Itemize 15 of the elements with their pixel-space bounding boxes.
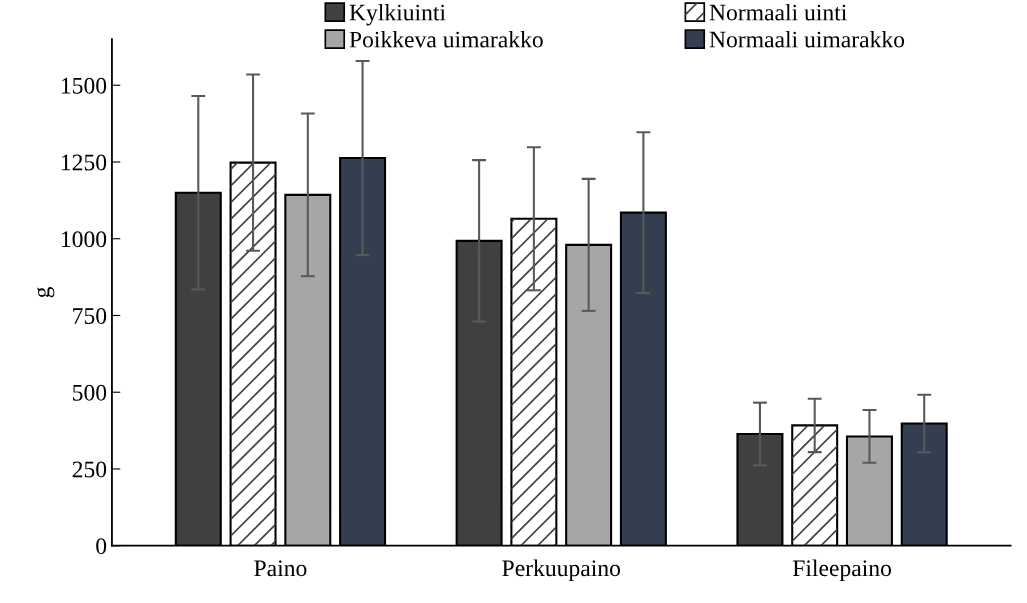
legend-label: Kylkiuinti — [349, 3, 446, 26]
legend-label: Normaali uimarakko — [709, 30, 905, 48]
y-tick-label: 1500 — [61, 77, 107, 94]
y-tick-label: 250 — [72, 461, 107, 478]
y-tick-label: 0 — [96, 538, 107, 555]
y-tick-label: 1250 — [61, 154, 107, 171]
y-tick-label: 500 — [73, 384, 107, 401]
y-tick-label: 1000 — [61, 231, 107, 248]
y-tick-label: 750 — [73, 307, 107, 324]
x-tick-label: Paino — [254, 560, 307, 577]
legend-label: Poikkeva uimarakko — [349, 30, 543, 48]
x-tick-label: Fileepaino — [792, 559, 892, 582]
legend-label: Normaali uinti — [709, 3, 847, 21]
x-tick-label: Perkuupaino — [502, 559, 621, 582]
y-axis-title: g — [37, 287, 55, 298]
